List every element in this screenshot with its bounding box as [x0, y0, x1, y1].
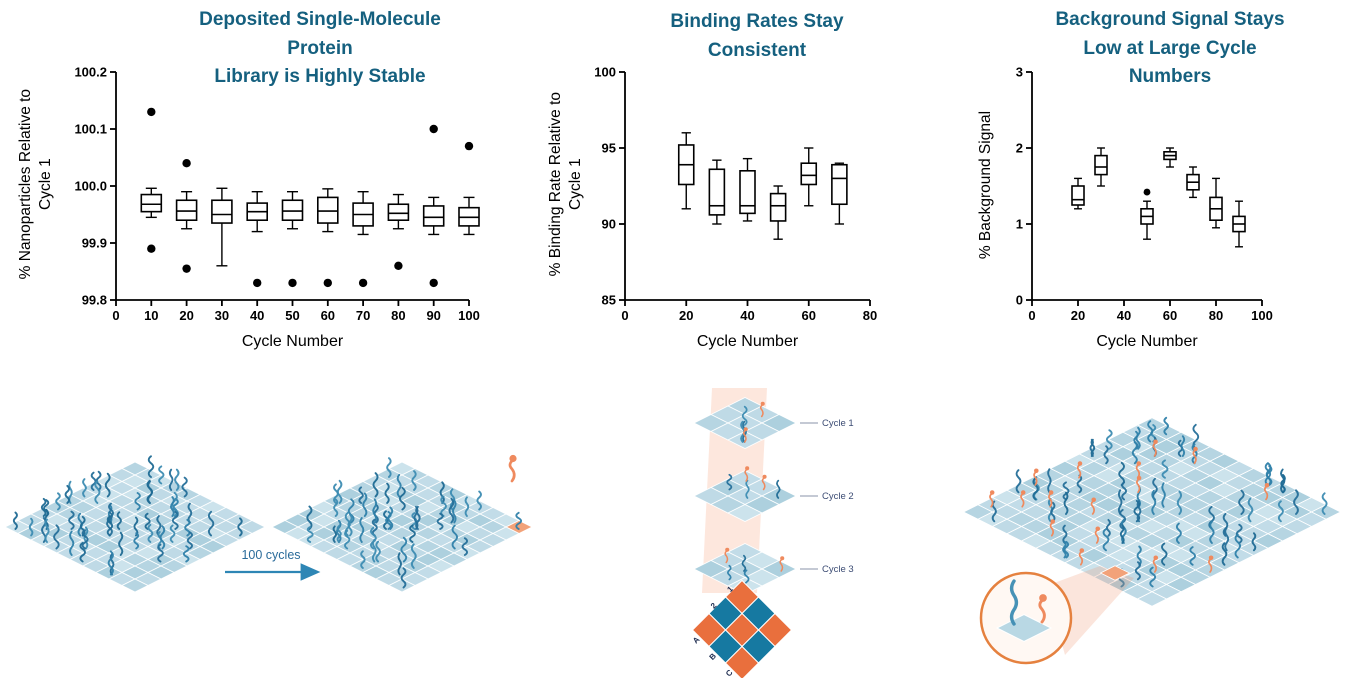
chart3-y-axis-label: % Background Signal — [976, 40, 996, 330]
chart1-y-axis-label: % Nanoparticles Relative to Cycle 1 — [16, 39, 56, 329]
svg-text:90: 90 — [602, 217, 616, 232]
svg-text:100: 100 — [458, 308, 480, 323]
svg-text:2: 2 — [1016, 141, 1023, 156]
svg-text:30: 30 — [215, 308, 229, 323]
svg-text:B: B — [708, 651, 719, 662]
svg-text:95: 95 — [602, 141, 616, 156]
svg-text:40: 40 — [250, 308, 264, 323]
svg-text:Cycle Number: Cycle Number — [697, 333, 799, 350]
svg-text:0: 0 — [1028, 308, 1035, 323]
chart2-ylabel-line1: % Binding Rate Relative to — [546, 91, 564, 277]
chart1-boxplot: 99.8 99.9 100.0 100.1 100.2 0 10 20 30 40 50 60 70 80… — [74, 65, 480, 351]
svg-text:100: 100 — [594, 65, 616, 80]
svg-text:85: 85 — [602, 293, 616, 308]
chart2-ylabel-line2: Cycle 1 — [567, 158, 584, 210]
svg-text:60: 60 — [802, 308, 816, 323]
svg-text:20: 20 — [179, 308, 193, 323]
svg-text:A: A — [691, 635, 702, 646]
svg-text:80: 80 — [863, 308, 877, 323]
chart2-y-axis-label: % Binding Rate Relative to Cycle 1 — [546, 39, 586, 329]
svg-text:2: 2 — [709, 601, 719, 611]
chart3-title-line1: Background Signal Stays — [1055, 9, 1285, 30]
svg-text:100 cycles: 100 cycles — [241, 548, 300, 562]
svg-text:3: 3 — [1016, 65, 1023, 80]
svg-text:0: 0 — [621, 308, 628, 323]
svg-text:40: 40 — [1117, 308, 1131, 323]
chart3-ylabel-line1: % Background Signal — [976, 110, 994, 260]
svg-text:20: 20 — [1071, 308, 1085, 323]
svg-text:Cycle 2: Cycle 2 — [822, 491, 854, 502]
svg-text:1: 1 — [1016, 217, 1023, 232]
svg-text:100.2: 100.2 — [74, 65, 107, 80]
svg-text:90: 90 — [426, 308, 440, 323]
svg-text:0: 0 — [112, 308, 119, 323]
svg-text:100.0: 100.0 — [74, 179, 107, 194]
svg-text:C: C — [724, 668, 735, 678]
svg-text:80: 80 — [1209, 308, 1223, 323]
svg-text:10: 10 — [144, 308, 158, 323]
chart2-title-line1: Binding Rates Stay — [670, 11, 844, 32]
svg-text:100: 100 — [1251, 308, 1273, 323]
svg-text:50: 50 — [285, 308, 299, 323]
chart1-ylabel-line1: % Nanoparticles Relative to — [16, 88, 34, 280]
svg-text:Cycle Number: Cycle Number — [242, 333, 344, 350]
svg-text:60: 60 — [1163, 308, 1177, 323]
illustration-stable-arrays: 100 cycles — [4, 454, 533, 593]
chart3-boxplot: 0 1 2 3 0 20 40 60 80 100 Cycle Number — [1016, 65, 1273, 351]
svg-text:40: 40 — [740, 308, 754, 323]
chart2-boxplot: 85 90 95 100 0 20 40 60 80 Cycle Number — [594, 65, 877, 351]
svg-text:0: 0 — [1016, 293, 1023, 308]
svg-text:60: 60 — [321, 308, 335, 323]
svg-text:Cycle 1: Cycle 1 — [822, 418, 854, 429]
svg-text:99.9: 99.9 — [82, 236, 107, 251]
illustration-background-array — [962, 416, 1342, 665]
illustration-cycle-stack: Cycle 1 Cycle 2 Cycle 3 12 ABC — [691, 388, 854, 678]
svg-text:Cycle Number: Cycle Number — [1096, 333, 1198, 350]
svg-text:Cycle 3: Cycle 3 — [822, 564, 854, 575]
svg-text:1: 1 — [725, 584, 735, 594]
chart2-title: Binding Rates Stay Consistent — [597, 8, 917, 65]
svg-text:100.1: 100.1 — [74, 122, 107, 137]
chart1-title-line1: Deposited Single-Molecule — [199, 9, 441, 30]
svg-text:99.8: 99.8 — [82, 293, 107, 308]
svg-text:80: 80 — [391, 308, 405, 323]
chart1-ylabel-line2: Cycle 1 — [37, 158, 54, 210]
svg-text:70: 70 — [356, 308, 370, 323]
svg-text:20: 20 — [679, 308, 693, 323]
